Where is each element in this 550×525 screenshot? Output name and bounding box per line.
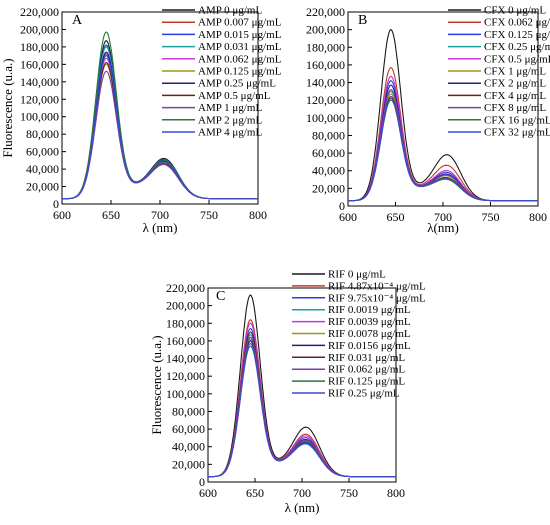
legend-entry: AMP 0.007 μg/mL (198, 17, 282, 29)
x-axis-title: λ(nm) (427, 220, 459, 235)
y-tick-label: 0 (339, 199, 345, 213)
y-tick-label: 140,000 (306, 76, 345, 90)
y-tick-label: 80,000 (312, 128, 345, 142)
legend-entry: CFX 0.125 μg/mL (484, 29, 550, 41)
legend-entry: CFX 0 μg/mL (484, 5, 546, 17)
legend-entry: CFX 0.5 μg/mL (484, 53, 550, 65)
y-tick-label: 80,000 (172, 404, 205, 418)
y-tick-label: 20,000 (312, 181, 345, 195)
x-tick-label: 800 (387, 486, 405, 500)
legend-entry: RIF 0.0039 μg/mL (328, 316, 411, 328)
legend-entry: RIF 0.25 μg/mL (328, 388, 400, 400)
y-tick-label: 220,000 (166, 281, 205, 295)
legend-entry: CFX 1 μg/mL (484, 66, 546, 78)
legend-entry: RIF 9.75x10⁻⁴ μg/mL (328, 292, 426, 304)
x-tick-label: 650 (387, 210, 405, 224)
y-tick-label: 200,000 (166, 299, 205, 313)
x-tick-label: 800 (529, 210, 547, 224)
y-tick-label: 120,000 (166, 369, 205, 383)
x-axis-title: λ (nm) (143, 220, 178, 235)
x-tick-label: 600 (199, 486, 217, 500)
x-tick-label: 700 (434, 210, 452, 224)
legend-entry: RIF 0.062 μg/mL (328, 364, 405, 376)
y-tick-label: 60,000 (312, 146, 345, 160)
legend-entry: AMP 4 μg/mL (198, 127, 262, 139)
y-axis-title: Fluorescence (u.a.) (0, 58, 15, 157)
legend-entry: AMP 0.25 μg/mL (198, 78, 276, 90)
y-tick-label: 180,000 (306, 40, 345, 54)
legend-entry: RIF 0.031 μg/mL (328, 352, 405, 364)
y-tick-label: 120,000 (20, 92, 59, 106)
y-tick-label: 160,000 (166, 334, 205, 348)
legend-entry: CFX 8 μg/mL (484, 102, 546, 114)
y-tick-label: 220,000 (306, 5, 345, 19)
y-axis-title: Fluorescence (u.a.) (149, 335, 164, 434)
x-tick-label: 750 (200, 208, 218, 222)
x-axis-title: λ (nm) (285, 500, 320, 515)
y-tick-label: 40,000 (26, 162, 59, 176)
y-tick-label: 220,000 (20, 5, 59, 19)
y-tick-label: 140,000 (20, 75, 59, 89)
x-tick-label: 650 (246, 486, 264, 500)
x-tick-label: 700 (293, 486, 311, 500)
x-tick-label: 700 (151, 208, 169, 222)
legend-entry: CFX 32 μg/mL (484, 127, 550, 139)
legend-entry: RIF 0.125 μg/mL (328, 376, 405, 388)
x-tick-label: 600 (339, 210, 357, 224)
x-tick-label: 800 (249, 208, 267, 222)
y-tick-label: 20,000 (172, 457, 205, 471)
legend-entry: AMP 2 μg/mL (198, 114, 262, 126)
y-tick-label: 160,000 (306, 58, 345, 72)
y-tick-label: 180,000 (166, 316, 205, 330)
legend-entry: AMP 0 μg/mL (198, 5, 262, 17)
series-line (62, 54, 258, 200)
y-tick-label: 100,000 (306, 111, 345, 125)
panel-b: 0 20,000 40,000 60,000 80,000 100,000 120,000 1… (306, 5, 550, 236)
legend-entry: AMP 0.5 μg/mL (198, 90, 271, 102)
x-tick-label: 750 (482, 210, 500, 224)
y-tick-label: 120,000 (306, 93, 345, 107)
y-tick-label: 100,000 (166, 387, 205, 401)
legend-entry: RIF 0.0019 μg/mL (328, 304, 411, 316)
legend-entry: RIF 0.0078 μg/mL (328, 328, 411, 340)
y-tick-label: 80,000 (26, 127, 59, 141)
legend-entry: AMP 0.125 μg/mL (198, 66, 282, 78)
legend-entry: CFX 0.25 μg/mL (484, 41, 550, 53)
legend-entry: CFX 4 μg/mL (484, 90, 546, 102)
y-tick-label: 60,000 (26, 145, 59, 159)
panel-letter: B (358, 13, 367, 28)
legend-entry: CFX 2 μg/mL (484, 78, 546, 90)
legend-entry: RIF 4.87x10⁻⁴ μg/mL (328, 280, 426, 292)
legend-entry: AMP 1 μg/mL (198, 102, 262, 114)
y-tick-label: 20,000 (26, 180, 59, 194)
y-tick-label: 100,000 (20, 110, 59, 124)
series-line (208, 345, 396, 478)
y-tick-label: 60,000 (172, 422, 205, 436)
x-tick-label: 650 (102, 208, 120, 222)
legend-entry: CFX 0.062 μg/mL (484, 17, 550, 29)
panel-c: 0 20,000 40,000 60,000 80,000 100,000 120,000 1… (149, 269, 426, 516)
panel-a: 0 20,000 40,000 60,000 80,000 100,000 120,000 1… (0, 5, 282, 236)
series-line (348, 97, 538, 202)
y-tick-label: 180,000 (20, 40, 59, 54)
legend-entry: CFX 16 μg/mL (484, 114, 550, 126)
y-tick-label: 0 (53, 197, 59, 211)
y-tick-label: 160,000 (20, 57, 59, 71)
y-tick-label: 40,000 (172, 440, 205, 454)
panel-letter: A (72, 13, 83, 28)
panel-letter: C (216, 289, 225, 304)
legend-entry: AMP 0.062 μg/mL (198, 53, 282, 65)
y-tick-label: 200,000 (20, 22, 59, 36)
y-tick-label: 140,000 (166, 352, 205, 366)
legend-entry: RIF 0.0156 μg/mL (328, 340, 411, 352)
x-tick-label: 750 (340, 486, 358, 500)
x-tick-label: 600 (53, 208, 71, 222)
legend-entry: RIF 0 μg/mL (328, 269, 386, 281)
legend-entry: AMP 0.015 μg/mL (198, 29, 282, 41)
y-tick-label: 0 (199, 475, 205, 489)
y-tick-label: 40,000 (312, 164, 345, 178)
legend-entry: AMP 0.031 μg/mL (198, 41, 282, 53)
y-tick-label: 200,000 (306, 23, 345, 37)
